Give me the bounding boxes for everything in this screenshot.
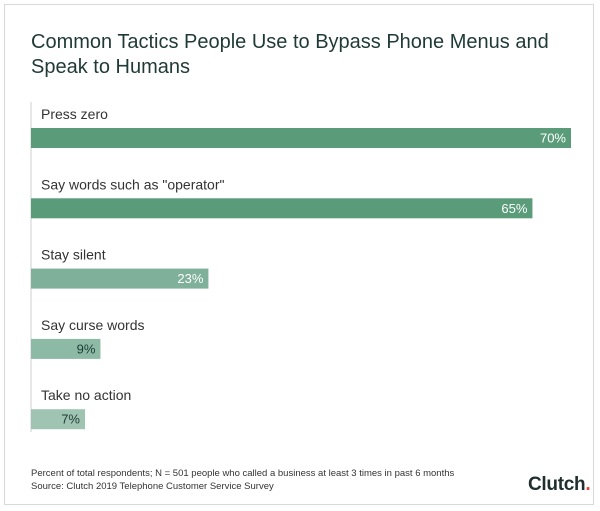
- category-label: Stay silent: [41, 247, 106, 263]
- chart-frame: [4, 4, 594, 505]
- bar: [31, 128, 571, 148]
- clutch-logo: Clutch.: [528, 474, 591, 496]
- category-label: Take no action: [41, 387, 131, 403]
- category-label: Press zero: [41, 106, 108, 122]
- logo-text: Clutch: [528, 474, 586, 495]
- bar: [31, 268, 209, 289]
- footnote: Percent of total respondents; N = 501 pe…: [31, 468, 455, 479]
- data-label: 70%: [540, 131, 566, 146]
- data-label: 7%: [61, 412, 80, 427]
- bar: [31, 198, 533, 219]
- data-label: 9%: [77, 341, 96, 356]
- logo-accent-dot: .: [585, 474, 591, 495]
- bar: [31, 338, 101, 359]
- data-label: 23%: [177, 271, 203, 286]
- category-label: Say curse words: [41, 317, 144, 333]
- data-label: 65%: [501, 201, 527, 216]
- source-note: Source: Clutch 2019 Telephone Customer S…: [31, 481, 274, 492]
- category-label: Say words such as "operator": [41, 176, 225, 192]
- chart-title: Common Tactics People Use to Bypass Phon…: [31, 31, 549, 78]
- bar: [31, 409, 85, 430]
